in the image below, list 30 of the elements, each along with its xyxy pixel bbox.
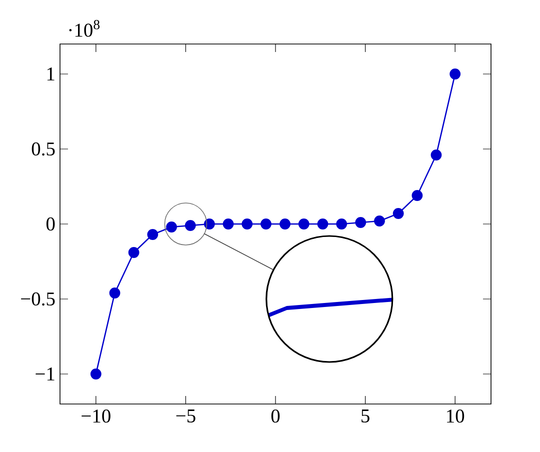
point [392, 208, 404, 219]
point [298, 218, 310, 230]
point [355, 217, 366, 228]
point [412, 190, 423, 201]
point [260, 218, 272, 230]
point [374, 216, 385, 226]
x-tick-label: 0 [271, 410, 280, 423]
y-tick-label: 1 [47, 68, 54, 80]
y-tick-label: −1 [36, 368, 54, 380]
point [109, 288, 120, 298]
point [317, 218, 328, 230]
text: ·10$^{8}$ [69, 20, 100, 37]
point [280, 218, 290, 230]
point [166, 222, 177, 232]
y-tick-label: −0.5 [21, 292, 55, 306]
x-tick-label: 5 [362, 410, 370, 422]
x-tick-label: −5 [176, 410, 196, 422]
x-tick-label: 10 [447, 410, 464, 423]
point [222, 218, 234, 230]
point [242, 218, 253, 230]
y-tick-label: 0.5 [32, 142, 55, 156]
point [336, 218, 348, 230]
y-tick-label: 0 [46, 217, 55, 231]
point [90, 368, 102, 380]
point [147, 229, 158, 240]
point [430, 150, 442, 160]
x-tick-label: −10 [82, 410, 110, 423]
point [128, 247, 140, 258]
point [450, 68, 461, 80]
point [204, 218, 215, 230]
